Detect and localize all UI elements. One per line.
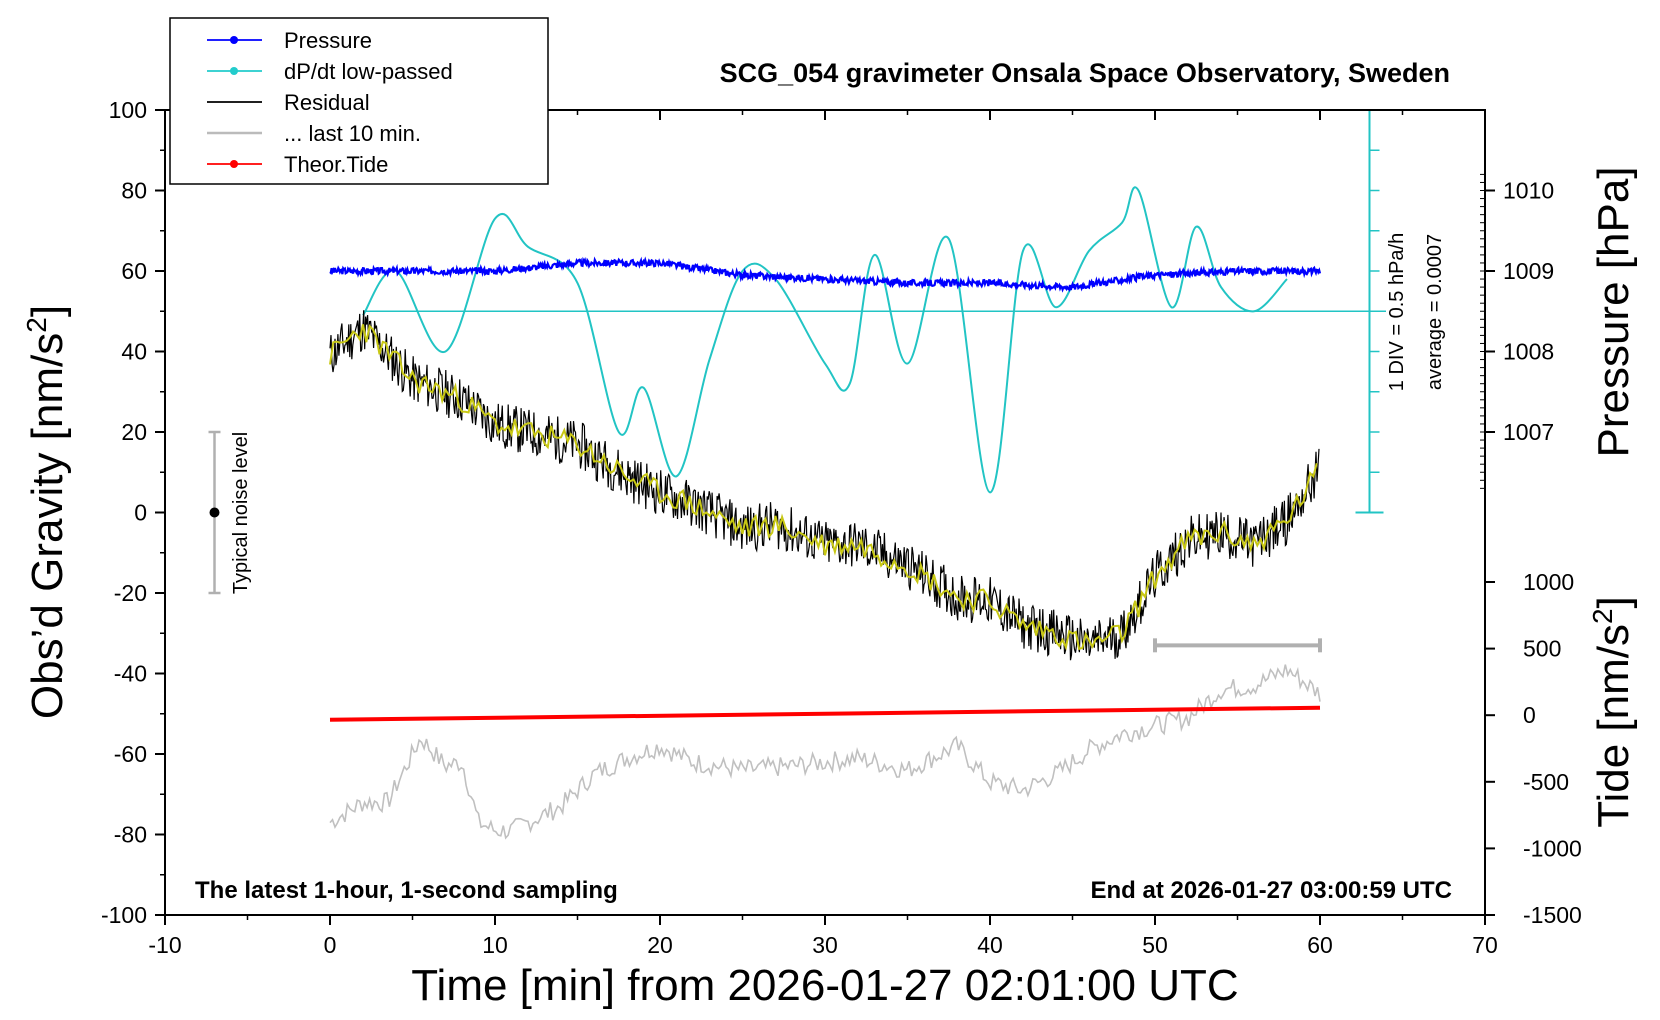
y-tick-label: -40 <box>114 661 147 687</box>
noise-level-label: Typical noise level <box>230 432 252 594</box>
y-axis-title-pressure: Pressure [hPa] <box>1589 166 1638 457</box>
legend-box <box>169 17 549 185</box>
legend-marker <box>230 36 238 44</box>
legend-label: dP/dt low-passed <box>284 59 453 84</box>
end-time-note: End at 2026-01-27 03:00:59 UTC <box>1091 877 1453 904</box>
legend: Pressure dP/dt low-passed Residual ... last… <box>169 17 549 185</box>
tide-tick-label: -1500 <box>1523 902 1582 928</box>
x-axis-title: Time [min] from 2026-01-27 02:01:00 UTC <box>411 961 1238 1010</box>
axes-layer: -10 0 10 20 30 40 50 60 70100806040200-20-40-60-… <box>101 97 1582 958</box>
residual-smooth-line <box>329 324 1318 651</box>
series-layer <box>208 186 1322 840</box>
x-tick-label: 0 <box>324 932 337 958</box>
chart-title: SCG_054 gravimeter Onsala Space Observat… <box>720 58 1450 88</box>
noise-bar-dot <box>209 507 220 518</box>
legend-marker <box>230 160 238 168</box>
tide-tick-label: -500 <box>1523 769 1569 795</box>
legend-label: Pressure <box>284 28 372 53</box>
legend-label: ... last 10 min. <box>284 121 421 146</box>
y-tick-label: 0 <box>134 500 147 526</box>
y-tick-label: 80 <box>121 178 147 204</box>
residual-line <box>329 310 1320 661</box>
y-tick-label: 20 <box>121 419 147 445</box>
y-axis-title-left: Obs’d Gravity [nm/s2] <box>21 305 72 719</box>
y-tick-label: -100 <box>101 902 147 928</box>
tide-tick-label: 0 <box>1523 702 1536 728</box>
y-tick-label: 60 <box>121 258 147 284</box>
y-tick-label: 100 <box>109 97 147 123</box>
pressure-tick-label: 1008 <box>1503 339 1554 365</box>
pressure-tick-label: 1007 <box>1503 419 1554 445</box>
tide-tick-label: 1000 <box>1523 569 1574 595</box>
x-tick-label: 40 <box>977 932 1003 958</box>
dpdt-line <box>362 186 1288 494</box>
y-tick-label: -20 <box>114 580 147 606</box>
legend-label: Residual <box>284 90 370 115</box>
plot-frame <box>164 109 1486 916</box>
x-tick-label: 70 <box>1472 932 1498 958</box>
x-tick-label: 20 <box>647 932 673 958</box>
y-axis-title-tide: Tide [nm/s2] <box>1587 596 1638 828</box>
x-tick-label: 50 <box>1142 932 1168 958</box>
sampling-note: The latest 1-hour, 1-second sampling <box>195 877 618 904</box>
x-tick-label: 30 <box>812 932 838 958</box>
x-tick-label: -10 <box>148 932 181 958</box>
tide-line <box>329 705 1321 722</box>
pressure-tick-label: 1009 <box>1503 258 1554 284</box>
pressure-tick-label: 1010 <box>1503 178 1554 204</box>
legend-marker <box>230 67 238 75</box>
y-tick-label: -60 <box>114 741 147 767</box>
dpdt-scale-label: 1 DIV = 0.5 hPa/h <box>1386 233 1408 391</box>
last10-line <box>329 664 1321 840</box>
tide-tick-label: -1000 <box>1523 835 1582 861</box>
pressure-line <box>329 256 1322 293</box>
legend-label: Theor.Tide <box>284 152 388 177</box>
x-tick-label: 10 <box>482 932 508 958</box>
y-tick-label: 40 <box>121 339 147 365</box>
y-tick-label: -80 <box>114 822 147 848</box>
dpdt-average-label: average = 0.0007 <box>1424 234 1446 390</box>
tide-tick-label: 500 <box>1523 636 1561 662</box>
x-tick-label: 60 <box>1307 932 1333 958</box>
